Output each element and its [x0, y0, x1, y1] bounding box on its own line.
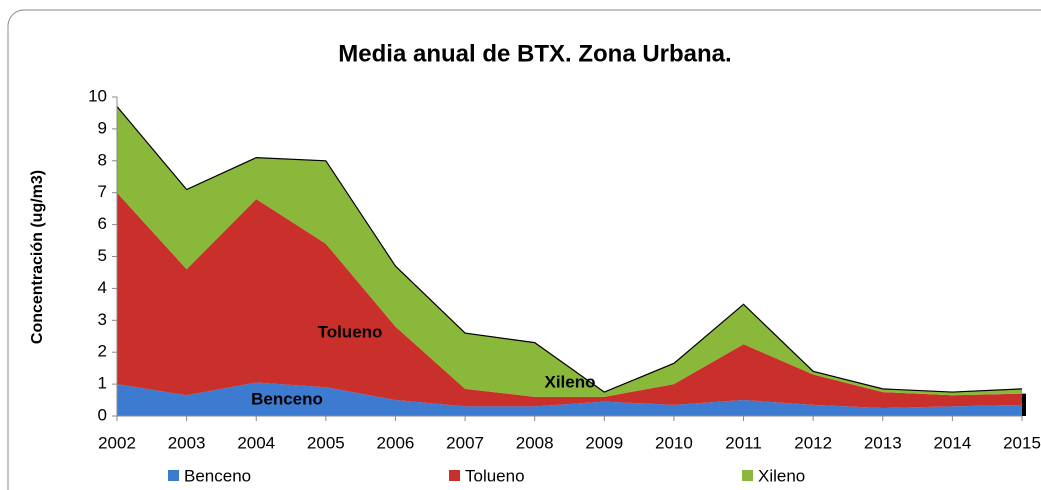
y-tick-label: 9 — [98, 118, 107, 137]
y-axis-label: Concentración (ug/m3) — [29, 170, 46, 344]
x-tick-label: 2011 — [725, 433, 762, 452]
x-tick-label: 2010 — [655, 433, 693, 452]
legend-label: Xileno — [758, 466, 805, 485]
x-tick-label: 2012 — [794, 433, 832, 452]
y-tick-label: 0 — [98, 405, 107, 424]
legend-swatch — [449, 470, 460, 481]
y-tick-label: 10 — [88, 86, 107, 105]
area — [117, 192, 1022, 409]
annotation: Tolueno — [318, 322, 383, 341]
x-tick-label: 2006 — [377, 433, 415, 452]
y-tick-label: 5 — [98, 246, 107, 265]
x-tick-label: 2015 — [1003, 433, 1041, 452]
y-tick-label: 2 — [98, 342, 107, 361]
x-tick-label: 2007 — [446, 433, 484, 452]
y-tick-label: 7 — [98, 182, 107, 201]
legend-swatch — [168, 470, 179, 481]
x-tick-label: 2013 — [864, 433, 902, 452]
legend-swatch — [742, 470, 753, 481]
x-tick-label: 2008 — [516, 433, 554, 452]
x-tick-label: 2014 — [933, 433, 971, 452]
annotation: Benceno — [251, 389, 323, 408]
legend-label: Benceno — [184, 466, 251, 485]
y-tick-label: 6 — [98, 214, 107, 233]
y-tick-label: 4 — [98, 278, 107, 297]
y-tick-label: 8 — [98, 150, 107, 169]
annotation: Xileno — [544, 372, 595, 391]
area-outline — [116, 106, 1023, 393]
y-tick-label: 3 — [98, 310, 107, 329]
y-tick-label: 1 — [98, 374, 107, 393]
area — [117, 382, 1022, 416]
x-tick-label: 2003 — [168, 433, 206, 452]
x-tick-label: 2009 — [585, 433, 623, 452]
x-tick-label: 2002 — [98, 433, 136, 452]
end-marker — [1022, 393, 1026, 416]
chart-title: Media anual de BTX. Zona Urbana. — [338, 40, 731, 67]
x-tick-label: 2005 — [307, 433, 345, 452]
legend-label: Tolueno — [465, 466, 525, 485]
x-tick-label: 2004 — [237, 433, 275, 452]
